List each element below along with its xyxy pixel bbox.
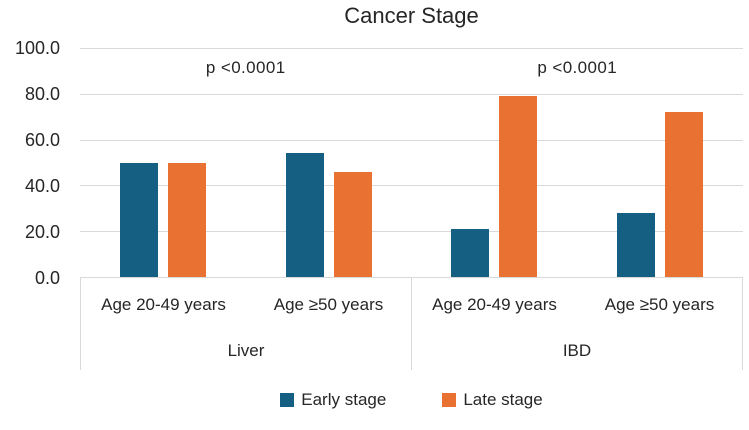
bar-late-stage — [167, 162, 206, 277]
group-label-ibd: IBD — [562, 341, 592, 360]
category-axis: Age 20-49 years Age ≥50 years Liver Age … — [80, 278, 743, 370]
bar-early-stage — [285, 153, 324, 277]
category-label-ibd-20-49: Age 20-49 years — [432, 295, 557, 314]
category-cell — [246, 48, 412, 277]
category-label-ibd-50plus: Age ≥50 years — [604, 295, 715, 314]
pvalue-annotation-ibd: p <0.0001 — [537, 58, 618, 77]
category-label-liver-50plus: Age ≥50 years — [273, 295, 384, 314]
bar-late-stage — [499, 96, 538, 277]
legend-item-late-stage: Late stage — [442, 390, 543, 410]
gridline — [80, 139, 743, 141]
early-stage-swatch-icon — [280, 393, 295, 407]
legend-label-early-stage: Early stage — [301, 390, 387, 409]
pvalue-annotation-liver: p <0.0001 — [205, 58, 286, 77]
chart-title: Cancer Stage — [344, 3, 479, 28]
y-axis-labels: 0.0 20.0 40.0 60.0 80.0 100.0 — [0, 38, 60, 288]
late-stage-swatch-icon — [442, 393, 457, 407]
y-axis-tick-label: 20.0 — [24, 222, 60, 242]
category-label-liver-20-49: Age 20-49 years — [101, 295, 226, 314]
category-group-ibd: Age 20-49 years Age ≥50 years IBD — [412, 278, 742, 370]
bar-late-stage — [665, 112, 704, 277]
y-axis-tick-label: 100.0 — [14, 38, 60, 58]
bar-early-stage — [119, 162, 158, 277]
category-group-liver: Age 20-49 years Age ≥50 years Liver — [81, 278, 412, 370]
y-axis-tick-label: 0.0 — [34, 268, 60, 288]
gridline — [80, 48, 743, 49]
bar-late-stage — [333, 171, 372, 277]
category-cell — [577, 48, 743, 277]
gridline — [80, 231, 743, 233]
y-axis-tick-label: 60.0 — [24, 130, 60, 150]
legend-label-late-stage: Late stage — [463, 390, 543, 409]
bars-layer — [80, 48, 743, 277]
gridline — [80, 93, 743, 95]
legend-item-early-stage: Early stage — [280, 390, 386, 410]
bar-early-stage — [451, 228, 490, 277]
bar-early-stage — [617, 212, 656, 277]
y-axis-tick-label: 80.0 — [24, 84, 60, 104]
category-cell — [412, 48, 578, 277]
category-cell — [80, 48, 246, 277]
gridline — [80, 185, 743, 187]
plot-area: p <0.0001 p <0.0001 — [80, 48, 743, 278]
legend: Early stage Late stage — [80, 390, 743, 410]
age-label-row: Age 20-49 years Age ≥50 years — [81, 278, 411, 332]
group-label-liver: Liver — [227, 341, 265, 360]
y-axis-tick-label: 40.0 — [24, 176, 60, 196]
age-label-row: Age 20-49 years Age ≥50 years — [412, 278, 742, 332]
